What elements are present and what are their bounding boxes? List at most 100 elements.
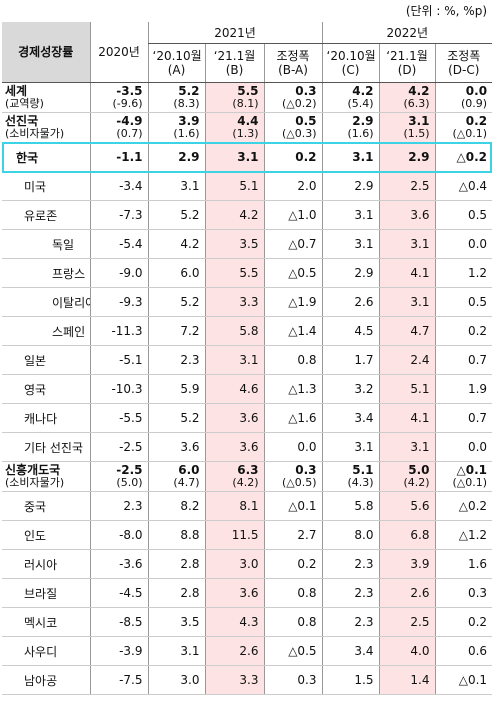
value: 0.3: [295, 463, 317, 477]
value-cell: △0.7: [263, 229, 323, 259]
value-cell: -7.3: [89, 200, 148, 230]
row-label-main: 중국: [24, 499, 47, 514]
row-label-main: 멕시코: [24, 615, 58, 630]
value: 0.8: [297, 352, 317, 367]
value-cell: 3.1: [321, 141, 380, 173]
value: 11.5: [231, 527, 259, 542]
value-cell: -8.0: [89, 520, 148, 550]
value-cell: -3.6: [89, 549, 148, 579]
value: 3.6: [239, 410, 259, 425]
value-cell: 3.3: [204, 287, 264, 317]
value-cell: 2.0: [263, 171, 323, 201]
subvalue: (△0.3): [281, 126, 317, 140]
value: 6.3: [237, 463, 259, 477]
value: 0.2: [467, 323, 488, 338]
value-cell: △1.9: [263, 287, 323, 317]
row-label: 멕시코: [2, 607, 90, 637]
value: 3.4: [354, 410, 374, 425]
value: -10.3: [111, 381, 143, 396]
value: -7.3: [119, 207, 143, 222]
column-header-line: (B-A): [278, 63, 308, 77]
column-header: 조정폭 (B-A): [263, 43, 323, 83]
value: 5.5: [239, 265, 259, 280]
value: 2.9: [178, 149, 200, 164]
value-cell: 4.3: [204, 607, 264, 637]
value-cell: 4.4 (1.3): [204, 112, 264, 143]
column-header: 조정폭 (D-C): [434, 43, 493, 83]
column-header-line: 조정폭: [276, 49, 310, 63]
value-cell: 0.2: [434, 316, 493, 346]
row-label: 유로존: [2, 200, 90, 230]
value-cell: 5.2 (8.3): [147, 82, 205, 113]
value-cell: 0.8: [263, 578, 323, 608]
subvalue: (4.3): [347, 476, 374, 489]
value-cell: △0.5: [263, 258, 323, 288]
row-label-main: 스페인: [52, 324, 86, 339]
row-label: 인도: [2, 520, 90, 550]
value: 2.3: [354, 614, 374, 629]
value-cell: 7.2: [147, 316, 205, 346]
value: 3.1: [354, 207, 374, 222]
value: 1.9: [467, 381, 488, 396]
value-cell: -5.1: [89, 345, 148, 375]
value: 1.2: [467, 265, 488, 280]
row-label: 세계 (교역량): [2, 82, 90, 113]
value-cell: △0.1: [434, 665, 493, 695]
column-header-line: (C): [341, 63, 360, 77]
value-cell: -8.5: [89, 607, 148, 637]
subvalue: (1.6): [173, 126, 200, 140]
value-cell: 2.3: [321, 578, 380, 608]
value-cell: -2.5: [89, 432, 148, 462]
value-cell: -9.3: [89, 287, 148, 317]
value: 2.0: [297, 178, 317, 193]
subvalue: (5.0): [116, 476, 143, 489]
subvalue: (1.6): [347, 126, 374, 140]
value: △1.2: [458, 527, 488, 542]
value-cell: 0.0: [263, 432, 323, 462]
value: -5.1: [119, 352, 143, 367]
value-cell: 2.9 (1.6): [321, 112, 380, 143]
row-label-main: 브라질: [24, 586, 58, 601]
table-row: 기타 선진국 -2.5 3.6 3.6 0.0 3.1 3.1 0.0: [2, 432, 493, 462]
value-cell: -3.9: [89, 636, 148, 666]
value: △0.2: [456, 149, 488, 164]
value: 5.2: [180, 410, 200, 425]
column-header-line: (A): [167, 63, 186, 77]
value-cell: 3.1: [378, 287, 436, 317]
column-header-line: (B): [225, 63, 244, 77]
column-header-line: ‘20.10월: [152, 49, 202, 63]
value: 2.3: [354, 585, 374, 600]
value: 3.1: [408, 113, 430, 128]
value: △0.7: [288, 236, 317, 251]
value-cell: 1.6: [434, 549, 493, 579]
value-cell: 3.2: [321, 374, 380, 404]
value-cell: 0.7: [434, 345, 493, 375]
value-cell: 2.6: [378, 578, 436, 608]
value: 3.1: [354, 439, 374, 454]
value-cell: 0.0 (0.9): [434, 82, 493, 113]
value-cell: 2.9: [147, 141, 205, 173]
value: 0.3: [295, 84, 317, 98]
table-row: 유로존 -7.3 5.2 4.2 △1.0 3.1 3.6 0.5: [2, 200, 493, 230]
value: 3.1: [410, 236, 430, 251]
value-cell: 3.0: [147, 665, 205, 695]
row-label: 독일: [2, 229, 90, 259]
table-row: 세계 (교역량) -3.5 (-9.6) 5.2 (8.3) 5.5 (8.1) 0.3 (△0.…: [2, 82, 493, 113]
subvalue: (5.4): [347, 97, 374, 110]
value-cell: 5.1 (4.3): [321, 461, 380, 492]
subvalue: (0.9): [460, 97, 488, 110]
row-label-main: 영국: [24, 382, 47, 397]
group-header: 2021년: [147, 22, 323, 44]
value-cell: -7.5: [89, 665, 148, 695]
subvalue: (0.7): [116, 126, 143, 140]
table-row: 미국 -3.4 3.1 5.1 2.0 2.9 2.5 △0.4: [2, 171, 493, 201]
value-cell: 6.0: [147, 258, 205, 288]
value: 5.5: [237, 84, 259, 98]
row-label: 기타 선진국: [2, 432, 90, 462]
value: 3.6: [239, 439, 259, 454]
value: 3.3: [239, 672, 259, 687]
value-cell: 0.3 (△0.5): [263, 461, 323, 492]
column-header-line: (D-C): [448, 63, 480, 77]
table-row: 한국 -1.1 2.9 3.1 0.2 3.1 2.9 △0.2: [2, 141, 493, 173]
value: 3.9: [410, 556, 430, 571]
